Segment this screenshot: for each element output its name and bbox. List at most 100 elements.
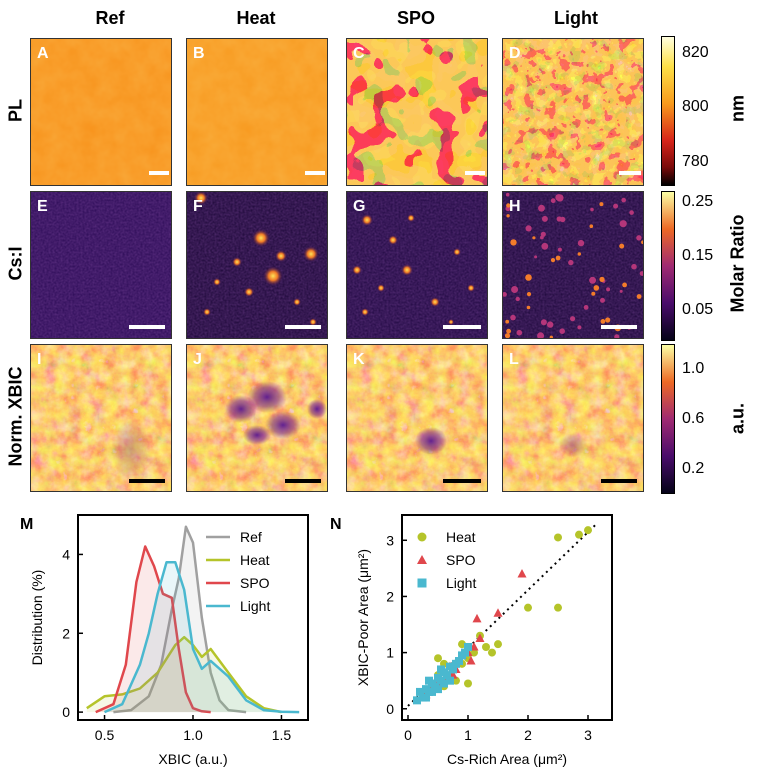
- csi-spot: [599, 276, 605, 282]
- csi-spot: [636, 294, 642, 299]
- scale-bar: [305, 171, 325, 175]
- colorbar-tick: 820: [682, 44, 709, 61]
- col-header-light: Light: [554, 8, 598, 28]
- point-light: [455, 657, 463, 666]
- y-axis-label: Distribution (%): [29, 570, 45, 666]
- series-line-heat: [86, 635, 282, 714]
- legend-swatch: [417, 555, 427, 564]
- csi-spot: [619, 243, 625, 249]
- plot-frame: [401, 514, 613, 721]
- csi-spot: [613, 203, 619, 209]
- scale-bar: [601, 325, 637, 329]
- colorbar-title: nm: [727, 95, 748, 122]
- csi-spot: [505, 319, 510, 324]
- csi-spot: [605, 317, 611, 323]
- figure-label-n: N: [330, 516, 342, 533]
- csi-spot: [515, 296, 520, 302]
- csi-spot: [541, 215, 548, 222]
- point-light: [461, 648, 469, 657]
- colorbar-title: Molar Ratio: [727, 214, 748, 313]
- point-spo: [475, 633, 485, 643]
- colorbar-tick: 800: [682, 98, 709, 115]
- panel-l-xbic-light: L: [502, 344, 644, 492]
- colorbar-title: a.u.: [727, 403, 748, 435]
- y-axis-label: XBIC-Poor Area (μm²): [355, 549, 371, 686]
- csi-spot: [505, 192, 510, 197]
- x-axis-label: Cs-Rich Area (μm²): [447, 751, 567, 767]
- point-light: [440, 679, 448, 688]
- csi-spot: [559, 328, 565, 334]
- panel-c-pl-spo: C: [346, 38, 488, 186]
- colorbar-xbic: [661, 344, 675, 494]
- colorbar-tick: 780: [682, 153, 709, 170]
- x-tick-label: 0: [404, 727, 412, 743]
- series-area-ref: [113, 526, 247, 713]
- point-heat: [554, 603, 562, 612]
- csi-spot: [532, 236, 536, 240]
- panel-letter: L: [509, 351, 519, 368]
- scale-bar: [443, 325, 481, 329]
- y-tick-label: 2: [62, 625, 70, 641]
- colorbar-tick: 0.25: [682, 193, 714, 210]
- csi-spot: [534, 255, 538, 259]
- csi-spot: [550, 198, 556, 204]
- csi-spot: [560, 216, 566, 223]
- colorbar-pl: [661, 36, 675, 186]
- csi-spot: [526, 292, 532, 297]
- point-light: [443, 671, 451, 680]
- point-spo: [493, 608, 503, 617]
- csi-spot: [619, 220, 627, 228]
- col-header-heat: Heat: [236, 8, 276, 28]
- csi-spot: [516, 329, 523, 336]
- figure-label-m: M: [20, 516, 34, 533]
- point-light: [437, 665, 445, 674]
- legend-label: Heat: [240, 552, 270, 568]
- point-spo: [466, 656, 476, 665]
- csi-spot: [549, 335, 553, 338]
- row-label-xbic: Norm. XBIC: [5, 366, 26, 467]
- scale-bar: [285, 479, 321, 483]
- scale-bar: [129, 325, 165, 329]
- series-line-ref: [113, 525, 247, 714]
- point-light: [464, 642, 472, 651]
- y-tick-label: 0: [386, 701, 394, 717]
- point-light: [425, 676, 433, 685]
- panel-a-pl-ref: A: [30, 38, 172, 186]
- csi-spot: [526, 305, 531, 310]
- colorbar-tick: 0.15: [682, 247, 714, 264]
- panel-h-csi-light: H: [502, 191, 644, 339]
- panel-g-csi-spo: G: [346, 191, 488, 339]
- x-tick-label: 1.0: [183, 727, 203, 743]
- csi-spot: [606, 287, 611, 292]
- panel-d-pl-light: D: [502, 38, 644, 186]
- panel-letter: D: [509, 45, 521, 62]
- panel-letter: A: [37, 45, 49, 62]
- panel-letter: F: [193, 198, 203, 215]
- x-axis-label: XBIC (a.u.): [158, 751, 227, 767]
- panel-f-csi-heat: F: [186, 191, 328, 339]
- series-line-spo: [95, 545, 211, 714]
- series-line-light: [103, 561, 300, 714]
- csi-spot: [550, 258, 556, 263]
- x-tick-label: 3: [584, 727, 592, 743]
- panel-b-pl-heat: B: [186, 38, 328, 186]
- legend-label: Heat: [446, 529, 476, 545]
- csi-spot: [631, 263, 637, 270]
- series-area-light: [104, 562, 300, 713]
- legend-label: SPO: [446, 552, 476, 568]
- panel-e-csi-ref: E: [30, 191, 172, 339]
- csi-spot: [583, 305, 589, 310]
- csi-spot: [636, 235, 642, 241]
- csi-spot: [639, 271, 643, 276]
- point-heat: [488, 648, 496, 657]
- csi-spot: [614, 334, 620, 338]
- csi-spot: [629, 210, 634, 215]
- csi-spot: [506, 328, 511, 334]
- csi-spot: [591, 291, 596, 296]
- csi-spot: [525, 225, 532, 232]
- y-tick-label: 2: [386, 588, 394, 604]
- legend-label: Light: [240, 598, 270, 614]
- csi-spot: [600, 297, 605, 303]
- panel-j-xbic-heat: J: [186, 344, 328, 492]
- csi-spot: [589, 276, 597, 284]
